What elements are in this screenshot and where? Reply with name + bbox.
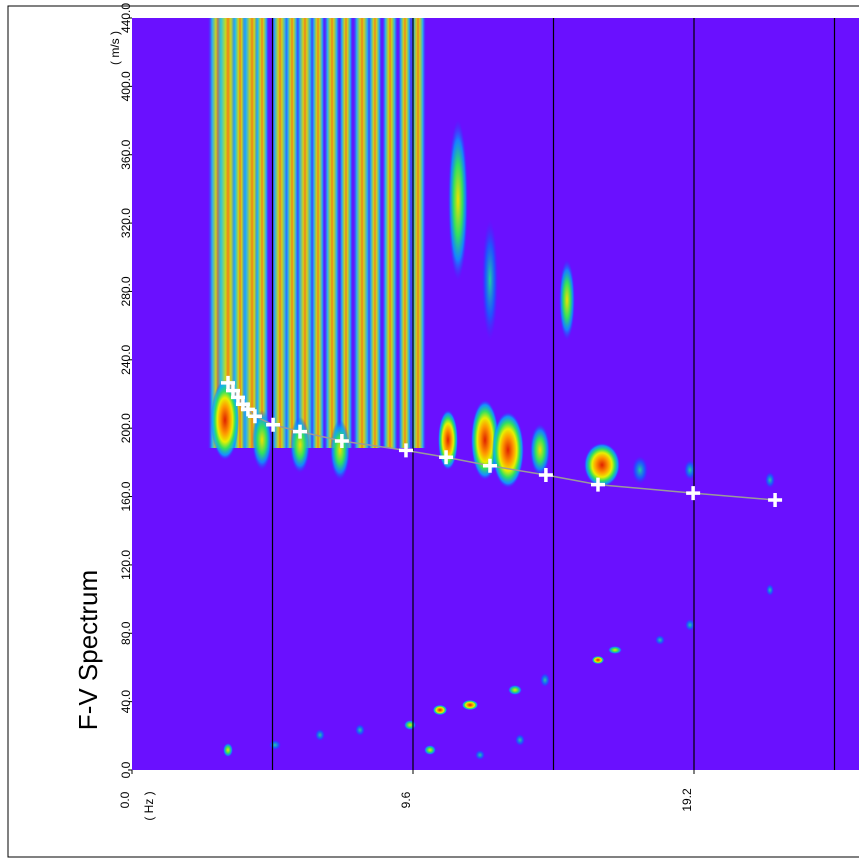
energy-blob xyxy=(475,750,485,760)
energy-blob xyxy=(355,724,365,736)
energy-stripe xyxy=(339,18,353,448)
energy-blob xyxy=(765,472,775,488)
x-tick-label: 9.6 xyxy=(399,791,413,808)
energy-stripe xyxy=(368,18,382,448)
energy-stripe xyxy=(398,18,412,448)
plot-area xyxy=(132,18,859,770)
chart-title: F-V Spectrum xyxy=(73,570,103,730)
y-tick-label: 400.0 xyxy=(119,71,133,101)
energy-blob xyxy=(330,420,350,480)
energy-blob xyxy=(404,720,416,730)
pick-cross xyxy=(240,402,255,417)
energy-stripe xyxy=(353,18,371,448)
energy-blob xyxy=(559,260,575,340)
energy-stripe xyxy=(324,18,340,448)
energy-blob xyxy=(438,410,458,470)
energy-stripe xyxy=(410,18,426,448)
frame xyxy=(7,5,859,858)
pick-cross xyxy=(221,375,236,390)
y-tick-label: 40.0 xyxy=(119,690,133,714)
energy-blob xyxy=(269,740,281,750)
energy-blob xyxy=(632,456,648,484)
pick-cross xyxy=(590,477,605,492)
dispersion-curve xyxy=(227,382,776,501)
pick-cross xyxy=(334,434,349,448)
energy-blob xyxy=(766,584,774,596)
energy-blob xyxy=(448,120,468,280)
energy-blob xyxy=(685,619,695,631)
energy-blob xyxy=(315,729,325,741)
energy-stripe xyxy=(285,18,299,448)
x-axis-label: ( Hz ) xyxy=(142,791,156,820)
pick-cross xyxy=(768,492,783,507)
y-tick-label: 240.0 xyxy=(119,344,133,374)
pick-cross xyxy=(482,458,497,473)
energy-stripe xyxy=(255,18,269,448)
energy-stripe xyxy=(382,18,398,448)
y-tick-label: 360.0 xyxy=(119,139,133,169)
y-tick-label: 280.0 xyxy=(119,276,133,306)
pick-cross xyxy=(293,424,308,439)
energy-blob xyxy=(592,656,604,664)
energy-stripe xyxy=(271,18,289,448)
y-tick-label: 320.0 xyxy=(119,208,133,238)
pick-cross xyxy=(398,443,413,458)
x-tick-label: 19.2 xyxy=(680,788,694,812)
energy-blob xyxy=(223,743,233,757)
energy-blob xyxy=(424,745,436,755)
energy-blob xyxy=(492,412,524,488)
energy-stripe xyxy=(311,18,325,448)
pick-cross xyxy=(266,417,281,432)
energy-blob xyxy=(471,400,499,480)
energy-blob xyxy=(211,380,239,460)
y-tick-label: 160.0 xyxy=(119,481,133,511)
x-tick-label: 0.0 xyxy=(118,791,132,808)
spectrum-energy xyxy=(208,18,775,760)
y-tick-label: 80.0 xyxy=(119,621,133,645)
energy-stripe xyxy=(296,18,314,448)
pick-cross xyxy=(247,409,262,424)
energy-blob xyxy=(655,635,665,645)
y-tick-label: 120.0 xyxy=(119,550,133,580)
y-axis-label: ( m/s ) xyxy=(108,31,122,65)
y-tick-label: 200.0 xyxy=(119,413,133,443)
axes: 0.0 9.6 19.2 0.0 40.0 80.0 120.0 160.0 200.0 240.… xyxy=(118,3,836,812)
energy-blob xyxy=(540,673,550,687)
energy-blob xyxy=(482,220,498,340)
energy-blob xyxy=(584,443,620,487)
energy-blob xyxy=(530,424,550,476)
energy-blob xyxy=(508,685,522,695)
energy-blob xyxy=(433,705,447,715)
y-tick-label: 440.0 xyxy=(119,3,133,33)
pick-cross xyxy=(686,486,701,501)
energy-blob xyxy=(515,734,525,746)
y-tick-label: 0.0 xyxy=(119,761,133,778)
pick-cross xyxy=(538,468,553,483)
pick-cross xyxy=(439,450,454,465)
energy-blob xyxy=(608,646,622,654)
energy-blob xyxy=(684,460,696,480)
energy-blob xyxy=(462,700,478,710)
